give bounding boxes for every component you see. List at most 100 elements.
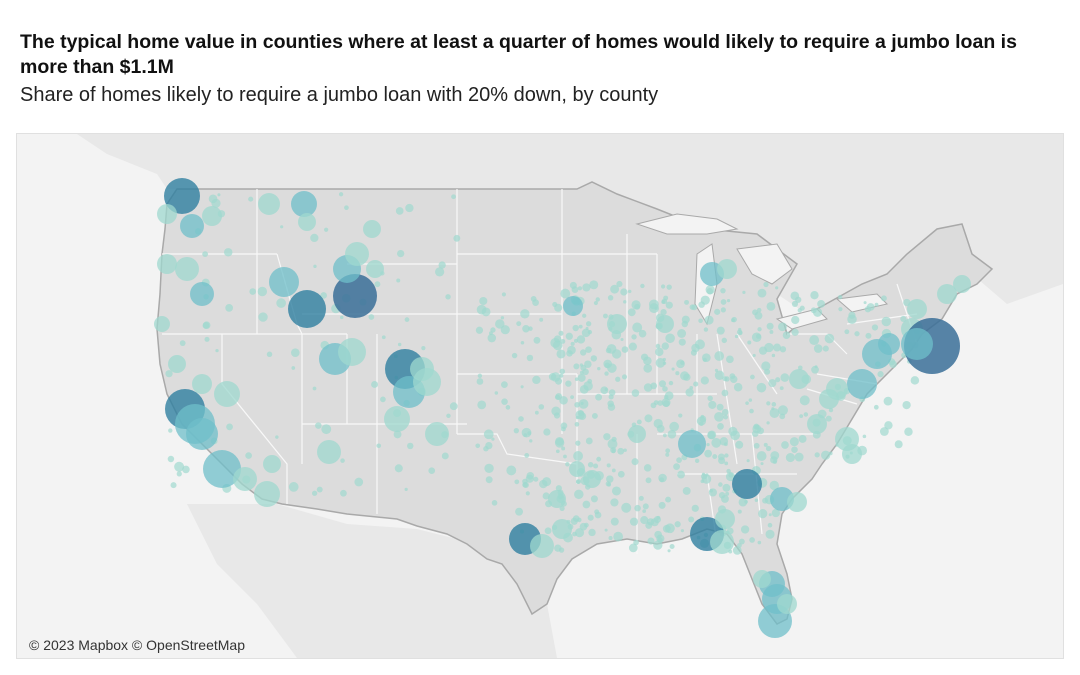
county-bubble[interactable] bbox=[638, 329, 647, 338]
county-bubble[interactable] bbox=[610, 284, 620, 294]
county-bubble[interactable] bbox=[554, 394, 561, 400]
county-bubble[interactable] bbox=[167, 455, 175, 463]
county-bubble[interactable] bbox=[384, 406, 410, 432]
county-bubble[interactable] bbox=[756, 382, 767, 393]
county-bubble[interactable] bbox=[175, 257, 199, 281]
county-bubble[interactable] bbox=[533, 336, 541, 344]
county-bubble[interactable] bbox=[520, 385, 524, 389]
county-bubble[interactable] bbox=[763, 281, 769, 288]
county-bubble[interactable] bbox=[628, 289, 632, 294]
county-bubble[interactable] bbox=[789, 369, 809, 389]
county-bubble[interactable] bbox=[844, 329, 850, 335]
county-bubble[interactable] bbox=[658, 473, 667, 483]
county-bubble[interactable] bbox=[380, 396, 386, 403]
county-bubble[interactable] bbox=[703, 327, 709, 332]
county-bubble[interactable] bbox=[711, 437, 722, 448]
county-bubble[interactable] bbox=[393, 430, 402, 439]
county-bubble[interactable] bbox=[704, 315, 714, 325]
county-bubble[interactable] bbox=[749, 537, 755, 543]
county-bubble[interactable] bbox=[669, 544, 675, 550]
county-bubble[interactable] bbox=[522, 325, 530, 333]
county-bubble[interactable] bbox=[656, 515, 661, 520]
county-bubble[interactable] bbox=[291, 366, 296, 370]
county-bubble[interactable] bbox=[421, 346, 426, 351]
county-bubble[interactable] bbox=[789, 437, 799, 447]
county-bubble[interactable] bbox=[552, 519, 572, 539]
county-bubble[interactable] bbox=[726, 355, 734, 364]
county-bubble[interactable] bbox=[756, 451, 767, 461]
county-bubble[interactable] bbox=[168, 355, 186, 373]
county-bubble[interactable] bbox=[621, 346, 629, 353]
county-bubble[interactable] bbox=[445, 294, 451, 300]
county-bubble[interactable] bbox=[559, 368, 566, 375]
county-bubble[interactable] bbox=[707, 431, 716, 440]
county-bubble[interactable] bbox=[588, 528, 596, 537]
county-bubble[interactable] bbox=[655, 358, 666, 368]
county-bubble[interactable] bbox=[425, 422, 449, 446]
county-bubble[interactable] bbox=[396, 278, 401, 283]
county-bubble[interactable] bbox=[657, 400, 664, 406]
county-bubble[interactable] bbox=[490, 327, 496, 333]
county-bubble[interactable] bbox=[317, 440, 341, 464]
county-bubble[interactable] bbox=[700, 473, 708, 480]
county-bubble[interactable] bbox=[577, 286, 583, 291]
county-bubble[interactable] bbox=[769, 408, 780, 418]
county-bubble[interactable] bbox=[435, 267, 445, 277]
county-bubble[interactable] bbox=[580, 401, 584, 405]
county-bubble[interactable] bbox=[777, 594, 797, 614]
county-bubble[interactable] bbox=[533, 476, 539, 482]
county-bubble[interactable] bbox=[810, 291, 819, 300]
county-bubble[interactable] bbox=[589, 280, 599, 290]
county-bubble[interactable] bbox=[258, 193, 280, 215]
county-bubble[interactable] bbox=[779, 346, 787, 353]
county-bubble[interactable] bbox=[720, 287, 726, 294]
county-bubble[interactable] bbox=[662, 400, 670, 408]
county-bubble[interactable] bbox=[340, 458, 345, 463]
county-bubble[interactable] bbox=[617, 447, 625, 455]
county-bubble[interactable] bbox=[516, 321, 522, 327]
county-bubble[interactable] bbox=[767, 522, 773, 528]
county-bubble[interactable] bbox=[668, 380, 674, 386]
county-bubble[interactable] bbox=[753, 442, 760, 449]
county-bubble[interactable] bbox=[532, 375, 541, 385]
county-bubble[interactable] bbox=[525, 491, 530, 496]
county-bubble[interactable] bbox=[573, 363, 580, 370]
county-bubble[interactable] bbox=[520, 341, 525, 345]
county-bubble[interactable] bbox=[565, 332, 573, 340]
county-bubble[interactable] bbox=[583, 470, 601, 488]
county-bubble[interactable] bbox=[593, 463, 599, 469]
county-bubble[interactable] bbox=[208, 194, 218, 204]
county-bubble[interactable] bbox=[563, 296, 583, 316]
county-bubble[interactable] bbox=[746, 459, 750, 463]
county-bubble[interactable] bbox=[582, 500, 591, 509]
county-bubble[interactable] bbox=[667, 549, 671, 553]
county-bubble[interactable] bbox=[814, 365, 818, 369]
county-bubble[interactable] bbox=[907, 299, 927, 319]
county-bubble[interactable] bbox=[643, 464, 652, 472]
county-bubble[interactable] bbox=[768, 379, 777, 388]
county-bubble[interactable] bbox=[593, 300, 598, 306]
county-bubble[interactable] bbox=[809, 335, 820, 346]
county-bubble[interactable] bbox=[879, 427, 889, 436]
county-bubble[interactable] bbox=[881, 295, 887, 302]
county-bubble[interactable] bbox=[633, 539, 639, 546]
county-bubble[interactable] bbox=[777, 405, 788, 416]
county-bubble[interactable] bbox=[781, 441, 789, 449]
county-bubble[interactable] bbox=[681, 320, 689, 328]
county-bubble[interactable] bbox=[787, 492, 807, 512]
county-bubble[interactable] bbox=[604, 387, 608, 391]
county-bubble[interactable] bbox=[603, 313, 608, 319]
county-bubble[interactable] bbox=[744, 499, 748, 504]
county-bubble[interactable] bbox=[590, 495, 598, 503]
county-bubble[interactable] bbox=[669, 421, 679, 432]
county-bubble[interactable] bbox=[363, 220, 381, 238]
county-bubble[interactable] bbox=[555, 449, 560, 454]
county-bubble[interactable] bbox=[565, 462, 570, 467]
county-bubble[interactable] bbox=[214, 381, 240, 407]
county-bubble[interactable] bbox=[628, 425, 646, 443]
county-bubble[interactable] bbox=[525, 474, 534, 483]
county-bubble[interactable] bbox=[720, 299, 727, 305]
county-bubble[interactable] bbox=[671, 367, 675, 371]
county-bubble[interactable] bbox=[689, 385, 694, 390]
county-bubble[interactable] bbox=[760, 462, 764, 466]
